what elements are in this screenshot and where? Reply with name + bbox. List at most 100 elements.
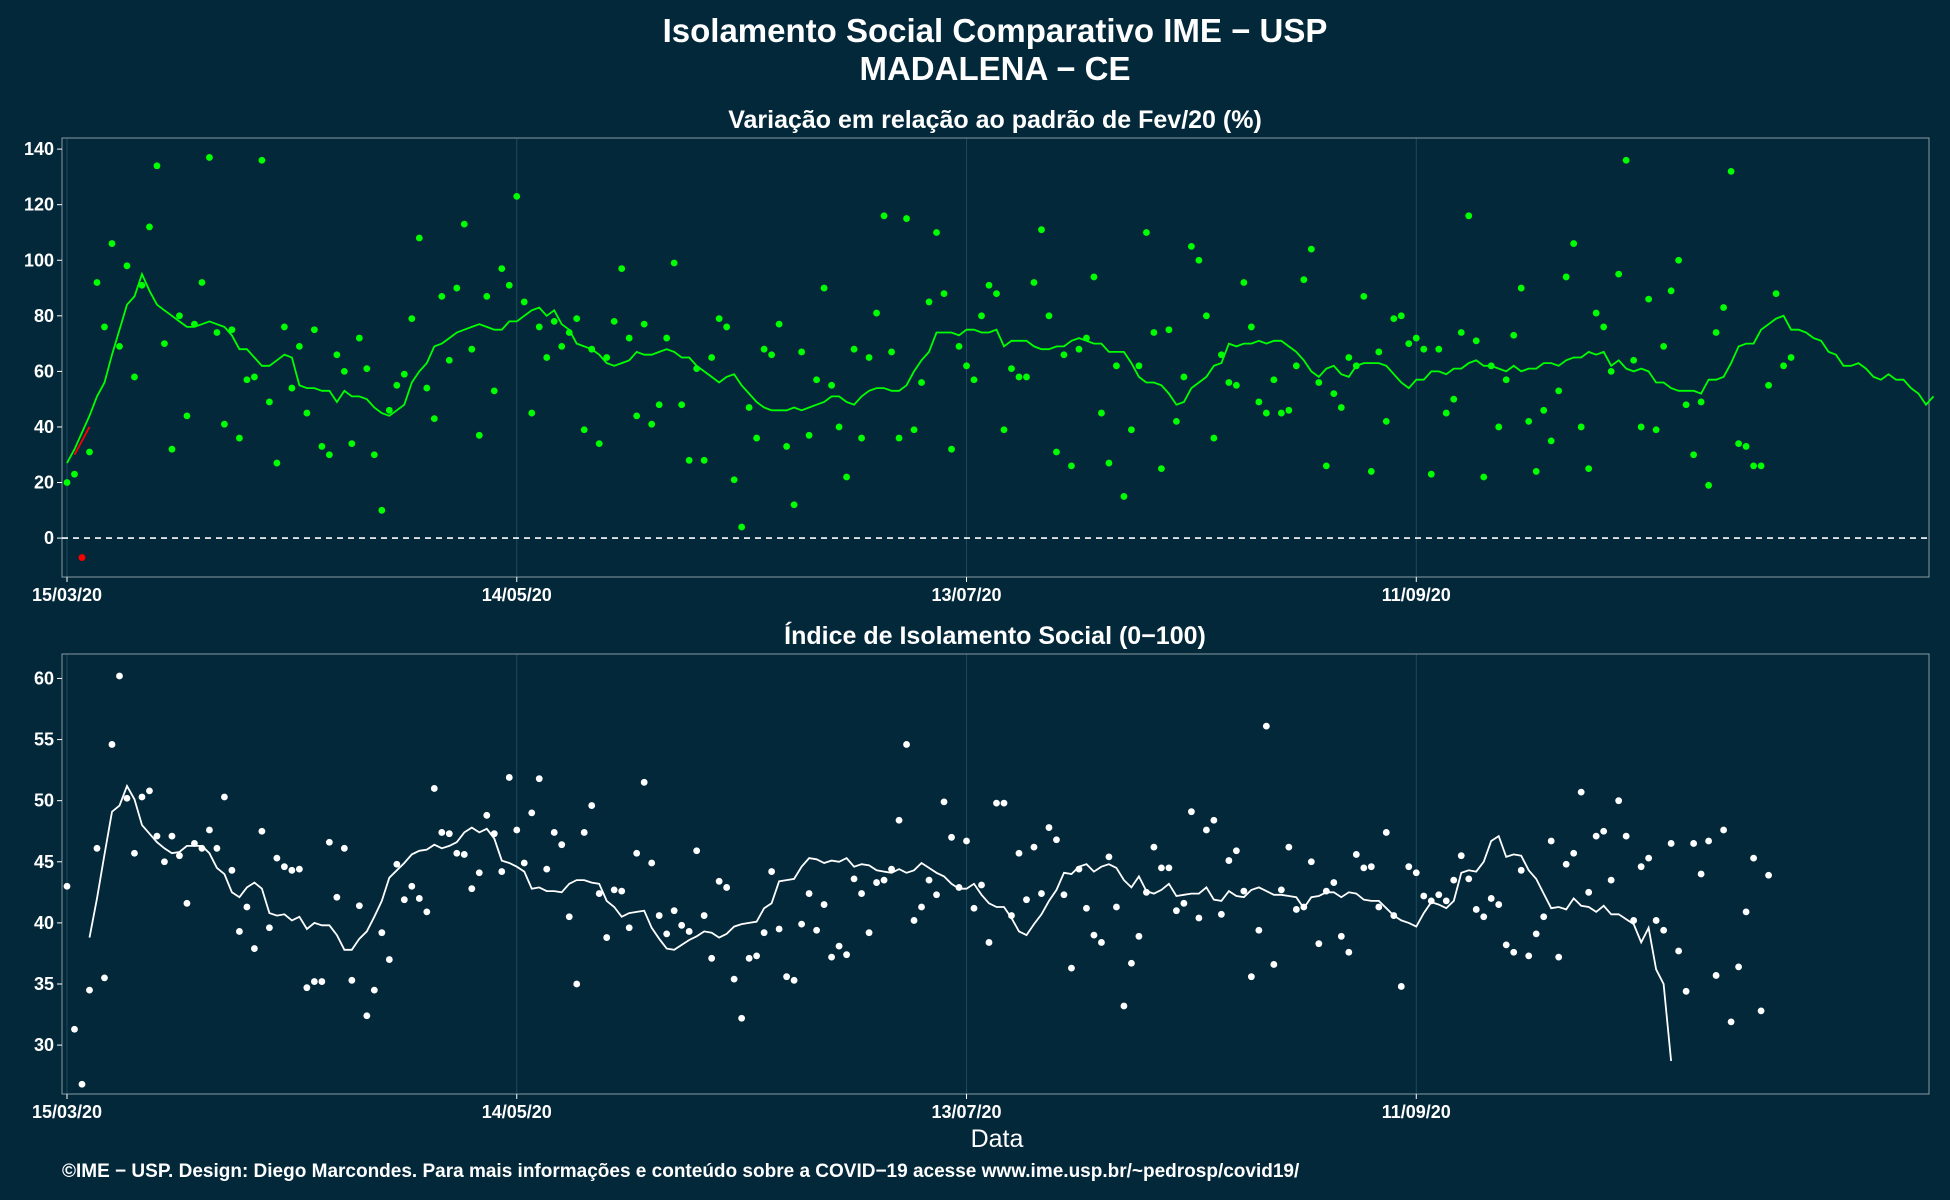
y-tick-label-3: 45 — [34, 852, 54, 872]
series-0-point-105 — [850, 875, 858, 883]
series-0-point-38 — [348, 976, 356, 984]
series-0-point-198 — [1547, 437, 1555, 445]
series-0-point-184 — [1442, 409, 1450, 417]
series-0-point-137 — [1090, 273, 1098, 281]
series-0-point-124 — [993, 290, 1000, 297]
series-0-point-8 — [123, 794, 131, 802]
series-0-point-100 — [813, 376, 820, 384]
series-0-point-22 — [228, 866, 236, 874]
series-0-point-176 — [1382, 829, 1390, 836]
series-0-point-143 — [1135, 932, 1143, 940]
series-0-point-88 — [723, 884, 731, 891]
series-0-point-28 — [273, 854, 281, 862]
x-tick-label-1: 14/05/20 — [482, 585, 552, 605]
series-0-point-73 — [610, 886, 618, 894]
series-0-point-182 — [1427, 470, 1435, 478]
figure-subtitle: MADALENA − CE — [859, 50, 1130, 87]
series-0-point-76 — [633, 412, 641, 420]
series-0-point-73 — [610, 317, 618, 325]
series-0-point-93 — [760, 345, 768, 353]
series-0-point-8 — [123, 262, 131, 270]
series-0-point-223 — [1735, 963, 1743, 971]
series-0-point-50 — [438, 829, 446, 836]
series-0-point-42 — [378, 929, 386, 937]
series-0-point-225 — [1750, 854, 1757, 862]
series-0-point-57 — [490, 387, 498, 395]
series-0-point-226 — [1757, 1007, 1765, 1015]
series-0-point-39 — [355, 334, 363, 342]
series-0-point-140 — [1113, 362, 1120, 370]
series-0-point-39 — [355, 902, 363, 910]
series-0-point-186 — [1457, 329, 1465, 336]
series-0-point-165 — [1300, 276, 1308, 284]
x-tick-label-0: 15/03/20 — [32, 585, 102, 605]
series-0-point-31 — [295, 865, 303, 873]
series-0-point-109 — [880, 212, 888, 220]
series-0-point-153 — [1210, 816, 1218, 824]
series-0-point-195 — [1525, 418, 1533, 425]
series-0-point-86 — [708, 954, 716, 962]
series-0-point-157 — [1240, 279, 1248, 286]
series-0-point-111 — [895, 816, 903, 824]
series-0-point-167 — [1315, 940, 1323, 948]
series-0-point-9 — [131, 373, 138, 381]
y-tick-label-2: 40 — [34, 913, 54, 933]
series-0-point-218 — [1697, 870, 1705, 878]
series-0-point-219 — [1705, 481, 1713, 489]
series-0-point-3 — [86, 448, 93, 456]
series-0-point-77 — [640, 320, 648, 328]
series-0-point-208 — [1622, 832, 1630, 840]
series-0-point-195 — [1525, 952, 1533, 960]
x-tick-label-3: 11/09/20 — [1382, 1102, 1451, 1122]
series-0-point-44 — [393, 860, 401, 868]
series-0-point-75 — [625, 924, 633, 932]
series-0-point-118 — [948, 445, 955, 453]
x-tick-label-1: 14/05/20 — [482, 1102, 552, 1122]
series-0-point-26 — [258, 827, 266, 835]
series-0-point-26 — [258, 156, 266, 164]
series-0-point-97 — [790, 976, 798, 984]
series-0-point-131 — [1045, 824, 1053, 831]
series-0-point-55 — [475, 431, 483, 439]
series-0-point-32 — [303, 409, 311, 417]
series-0-point-49 — [430, 415, 438, 423]
series-0-point-72 — [603, 354, 611, 361]
series-0-point-98 — [798, 348, 806, 356]
series-0-point-173 — [1360, 864, 1368, 872]
series-0-point-87 — [715, 877, 723, 885]
series-0-point-144 — [1143, 229, 1150, 236]
series-0-point-115 — [925, 876, 933, 884]
series-0-point-15 — [176, 312, 183, 320]
series-0-point-49 — [430, 785, 438, 792]
series-0-point-36 — [333, 351, 341, 359]
series-0-point-196 — [1532, 468, 1540, 475]
series-0-point-145 — [1150, 843, 1158, 851]
plot-frame — [61, 653, 1930, 1095]
series-0-point-24 — [243, 376, 251, 384]
series-0-point-210 — [1637, 423, 1645, 431]
series-0-point-216 — [1682, 401, 1690, 409]
series-0-point-148 — [1173, 418, 1180, 425]
series-0-point-69 — [580, 829, 588, 836]
series-0-point-185 — [1450, 876, 1458, 884]
series-0-point-54 — [468, 885, 476, 893]
series-0-point-56 — [483, 811, 491, 819]
series-0-point-181 — [1420, 892, 1428, 900]
series-0-point-142 — [1128, 426, 1135, 434]
series-0-point-22 — [228, 326, 236, 334]
series-0-point-117 — [940, 290, 948, 297]
series-0-point-194 — [1517, 866, 1525, 874]
series-0-point-81 — [670, 907, 678, 915]
series-0-point-21 — [221, 793, 228, 801]
series-0-point-187 — [1465, 212, 1473, 220]
series-0-point-188 — [1472, 337, 1480, 345]
series-0-point-209 — [1630, 356, 1638, 364]
series-0-point-32 — [303, 984, 311, 992]
y-tick-label-5: 100 — [24, 250, 54, 270]
series-0-point-135 — [1075, 345, 1083, 353]
series-0-point-124 — [993, 799, 1000, 807]
series-0-point-134 — [1068, 462, 1075, 470]
series-0-point-83 — [685, 456, 693, 464]
series-0-point-194 — [1517, 284, 1525, 292]
series-0-point-0 — [63, 479, 71, 486]
